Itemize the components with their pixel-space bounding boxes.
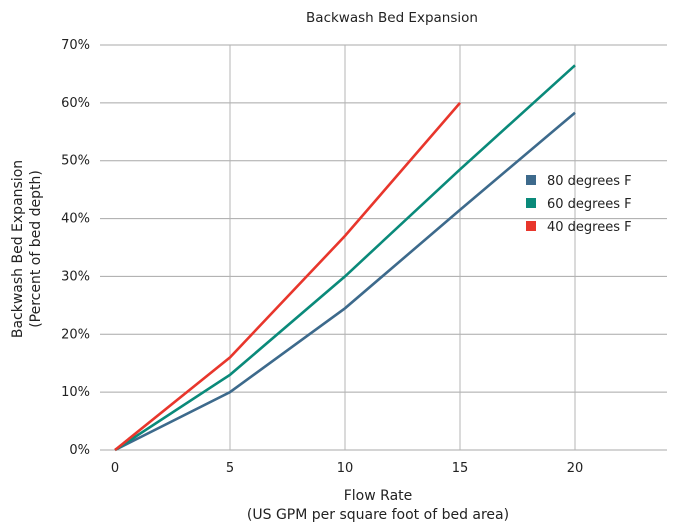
legend-swatch (526, 175, 536, 185)
y-tick-label: 60% (61, 96, 90, 111)
legend: 80 degrees F 60 degrees F 40 degrees F (526, 174, 632, 235)
x-tick-label: 5 (226, 461, 234, 476)
y-axis-sublabel: (Percent of bed depth) (28, 170, 44, 328)
y-tick-label: 0% (69, 443, 90, 458)
legend-label: 80 degrees F (547, 174, 632, 189)
legend-swatch (526, 198, 536, 208)
x-axis-label: Flow Rate (344, 488, 413, 504)
y-tick-label: 70% (61, 38, 90, 53)
x-tick-labels: 0 5 10 15 20 (111, 461, 583, 476)
y-tick-label: 50% (61, 154, 90, 169)
x-tick-label: 10 (337, 461, 354, 476)
y-tick-label: 10% (61, 385, 90, 400)
chart-title: Backwash Bed Expansion (306, 10, 478, 26)
y-tick-label: 30% (61, 269, 90, 284)
series-line-2 (114, 64, 576, 452)
y-tick-label: 40% (61, 212, 90, 227)
legend-label: 60 degrees F (547, 197, 632, 212)
series-line-1 (114, 111, 576, 452)
grid (100, 44, 667, 451)
x-tick-label: 15 (452, 461, 469, 476)
legend-label: 40 degrees F (547, 220, 632, 235)
x-tick-label: 0 (111, 461, 119, 476)
y-tick-label: 20% (61, 327, 90, 342)
y-axis-label: Backwash Bed Expansion (10, 160, 26, 338)
x-axis-sublabel: (US GPM per square foot of bed area) (247, 507, 509, 523)
y-tick-labels: 0% 10% 20% 30% 40% 50% 60% 70% (61, 38, 90, 458)
legend-swatch (526, 221, 536, 231)
x-tick-label: 20 (567, 461, 584, 476)
series-line-3 (114, 102, 461, 452)
series-lines (114, 64, 576, 452)
